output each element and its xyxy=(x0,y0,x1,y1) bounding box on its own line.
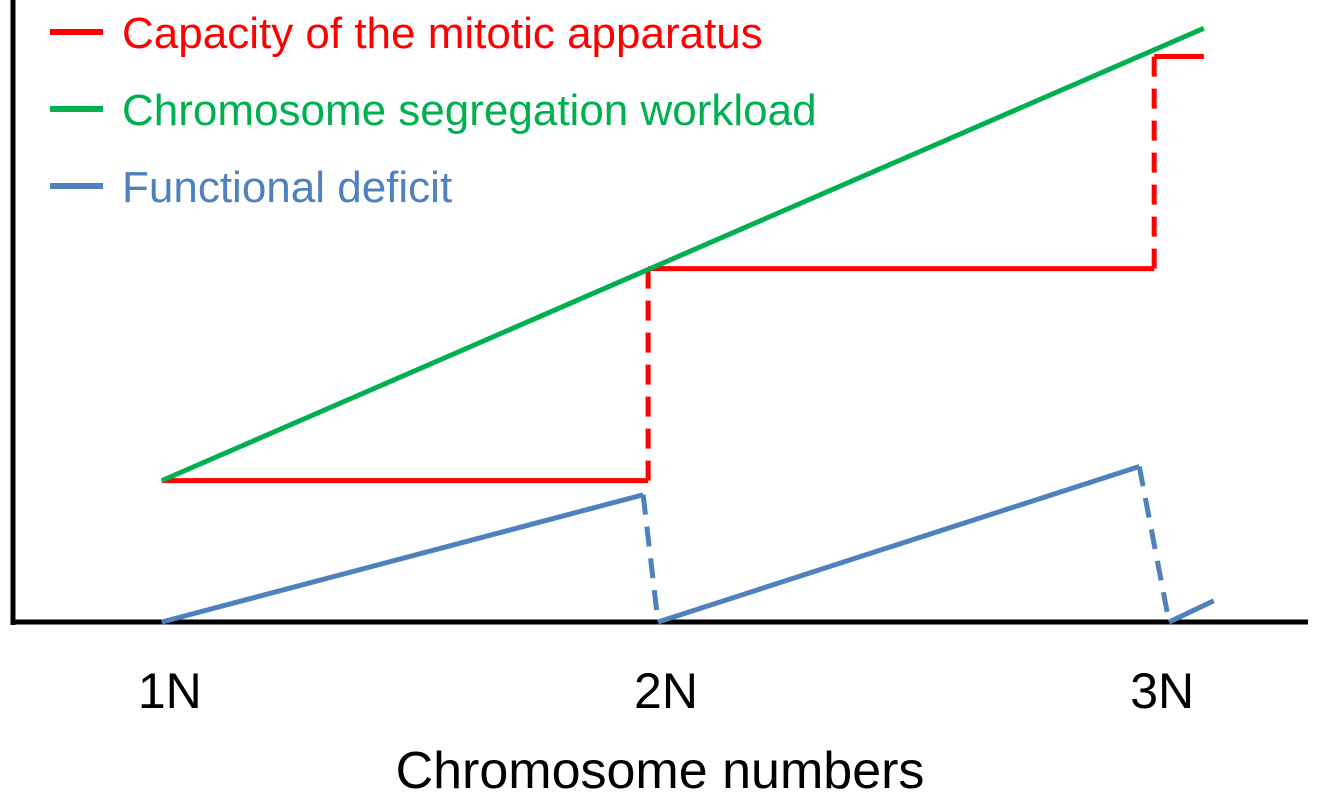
legend: Capacity of the mitotic apparatus Chromos… xyxy=(50,9,817,212)
legend-label: Chromosome segregation workload xyxy=(122,86,817,135)
series-functional-deficit xyxy=(161,464,1215,625)
series-lines xyxy=(160,25,1215,625)
series-segment xyxy=(160,25,1205,483)
series-segment xyxy=(657,464,1141,625)
series-capacity-of-the-mitotic-apparatus xyxy=(161,54,1204,484)
x-tick-labels: 1N 2N 3N xyxy=(138,663,1194,719)
legend-item: Functional deficit xyxy=(50,163,452,212)
series-segment xyxy=(1168,598,1215,625)
x-tick-label: 2N xyxy=(634,663,698,719)
series-segment-dashed xyxy=(640,494,661,623)
series-segment xyxy=(161,492,644,625)
legend-item: Chromosome segregation workload xyxy=(50,86,817,135)
series-segment-dashed xyxy=(1136,466,1172,623)
legend-label: Functional deficit xyxy=(122,163,452,212)
x-tick-label: 1N xyxy=(138,663,202,719)
x-axis-label: Chromosome numbers xyxy=(396,742,925,800)
series-chromosome-segregation-workload xyxy=(160,25,1205,483)
legend-item: Capacity of the mitotic apparatus xyxy=(50,9,763,58)
x-tick-label: 3N xyxy=(1130,663,1194,719)
legend-label: Capacity of the mitotic apparatus xyxy=(122,9,763,58)
